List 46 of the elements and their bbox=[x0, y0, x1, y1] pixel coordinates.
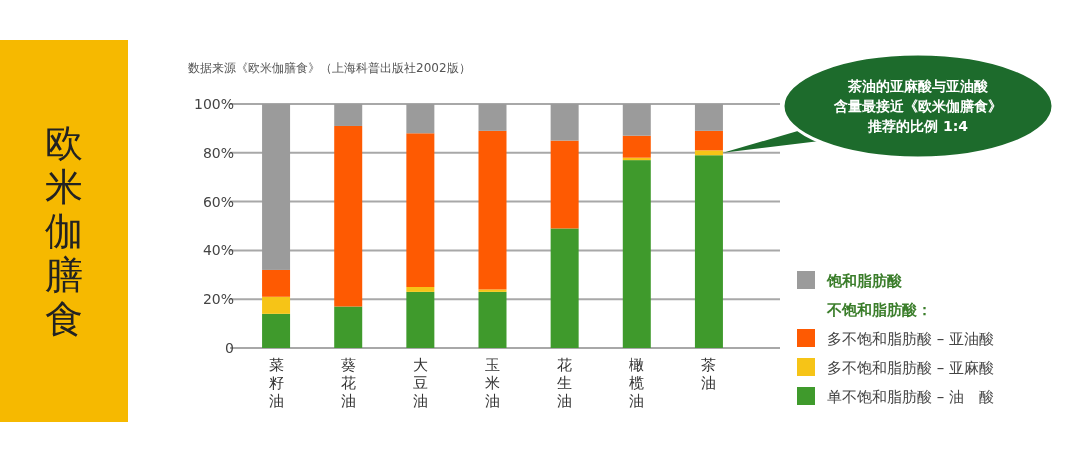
x-tick-label: 橄榄油 bbox=[629, 356, 645, 410]
x-tick-label: 茶油 bbox=[701, 356, 717, 392]
legend-label: 饱和脂肪酸 bbox=[826, 272, 903, 290]
bar bbox=[550, 228, 579, 348]
y-tick-label: 100% bbox=[193, 96, 234, 112]
bar bbox=[478, 291, 507, 348]
bar bbox=[550, 140, 579, 229]
bar bbox=[406, 104, 435, 134]
legend-label: 多不饱和脂肪酸 – 亚麻酸 bbox=[827, 359, 995, 377]
source-note: 数据来源《欧米伽膳食》（上海科普出版社2002版） bbox=[188, 61, 471, 75]
bar bbox=[478, 104, 507, 131]
legend-label: 单不饱和脂肪酸 – 油 酸 bbox=[827, 388, 995, 406]
x-tick-label: 葵花油 bbox=[340, 356, 356, 410]
bar bbox=[262, 296, 291, 314]
y-tick-label: 20% bbox=[202, 291, 234, 308]
callout: 茶油的亚麻酸与亚油酸含量最接近《欧米伽膳食》推荐的比例 1:4 bbox=[722, 52, 1055, 160]
bar bbox=[406, 287, 435, 292]
bar bbox=[406, 133, 435, 287]
bar bbox=[478, 289, 507, 292]
bar bbox=[694, 155, 723, 348]
bar bbox=[694, 130, 723, 151]
bar bbox=[262, 269, 291, 297]
x-tick-label: 玉米油 bbox=[485, 356, 500, 410]
y-tick-label: 40% bbox=[202, 242, 234, 259]
y-tick-label: 80% bbox=[202, 144, 234, 161]
text: 不饱和脂肪酸： bbox=[827, 301, 932, 319]
bar bbox=[334, 125, 363, 307]
bar bbox=[262, 104, 291, 270]
bar bbox=[478, 130, 507, 290]
y-tick-label: 60% bbox=[202, 193, 234, 210]
title: 欧米伽膳食 bbox=[0, 40, 128, 422]
y-tick-label: 0 bbox=[225, 340, 234, 356]
x-tick-label: 花生油 bbox=[557, 356, 573, 410]
bar bbox=[622, 135, 651, 158]
bar bbox=[550, 104, 579, 141]
bar bbox=[694, 150, 723, 156]
bar bbox=[334, 306, 363, 348]
bar bbox=[406, 291, 435, 348]
bar bbox=[622, 160, 651, 348]
bar bbox=[694, 104, 723, 131]
bar bbox=[262, 313, 291, 348]
x-tick-label: 大豆油 bbox=[412, 356, 428, 410]
legend-label: 多不饱和脂肪酸 – 亚油酸 bbox=[827, 330, 995, 348]
bar bbox=[622, 104, 651, 136]
x-tick-label: 菜籽油 bbox=[268, 356, 284, 410]
bar bbox=[334, 104, 363, 126]
